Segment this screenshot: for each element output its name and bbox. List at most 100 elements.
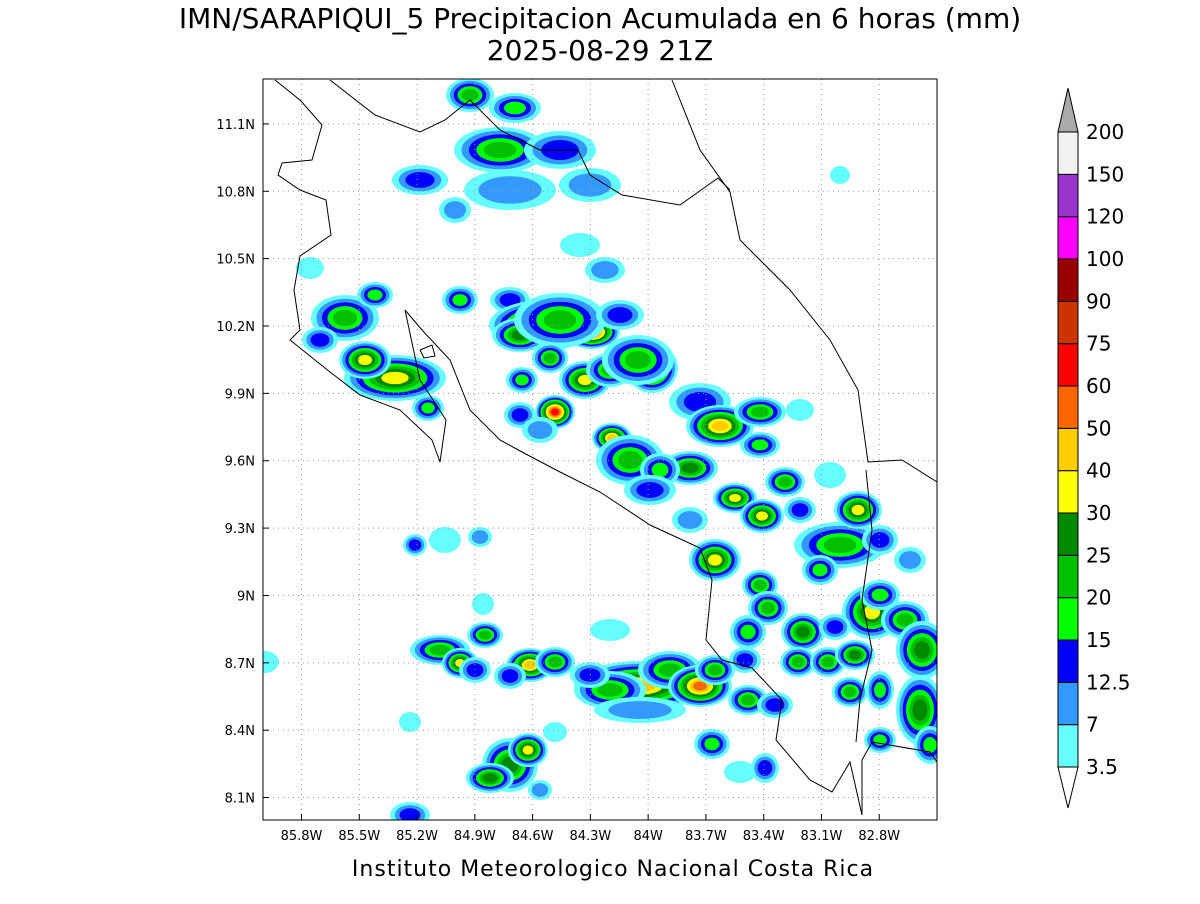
colorbar-label: 90 xyxy=(1086,289,1111,313)
rain-area xyxy=(522,745,534,755)
grid: 85.8W 85.5W 85.2W 84.9W 84.6W 84.3W 84W 83.7W 83… xyxy=(216,79,937,844)
rain-area xyxy=(367,289,383,301)
rain-area xyxy=(408,539,422,551)
rain-area xyxy=(848,650,862,660)
rain-area xyxy=(823,536,857,554)
colorbar-label: 7 xyxy=(1086,713,1099,737)
rain-area xyxy=(751,439,769,451)
rain-area xyxy=(707,664,723,676)
rain-area xyxy=(543,310,577,330)
x-tick-label: 85.2W xyxy=(396,829,438,844)
rain-area xyxy=(501,669,519,683)
x-tick-label: 85.8W xyxy=(281,829,323,844)
colorbar-label: 120 xyxy=(1086,205,1124,229)
rain-area xyxy=(551,408,559,416)
colorbar-label: 150 xyxy=(1086,162,1124,186)
rain-area xyxy=(740,694,756,706)
rain-area xyxy=(757,760,773,776)
rain-area xyxy=(381,371,409,385)
rain-area xyxy=(724,761,756,783)
rain-area xyxy=(843,686,857,698)
rain-area xyxy=(708,554,722,566)
rain-area xyxy=(478,630,492,640)
rain-area xyxy=(729,493,741,503)
rain-area xyxy=(399,808,421,820)
rain-area xyxy=(830,166,850,184)
precipitation-field xyxy=(263,79,937,820)
x-tick-label: 85.5W xyxy=(338,829,380,844)
rain-area xyxy=(358,354,372,366)
colorbar-cell xyxy=(1057,258,1079,302)
y-tick-label: 8.1N xyxy=(225,792,255,807)
border-north xyxy=(329,79,731,206)
rain-area xyxy=(597,683,623,697)
y-tick-label: 10.2N xyxy=(216,320,255,335)
rain-area xyxy=(765,698,785,712)
colorbar-label: 75 xyxy=(1086,332,1111,356)
title: IMN/SARAPIQUI_5 Precipitacion Acumulada … xyxy=(179,2,1021,35)
rain-area xyxy=(543,352,557,364)
rain-area xyxy=(590,619,630,641)
colorbar-label: 3.5 xyxy=(1086,755,1118,779)
colorbar-label: 40 xyxy=(1086,459,1111,483)
rain-area xyxy=(740,624,756,640)
rain-area xyxy=(543,722,567,742)
rain-area xyxy=(791,503,809,517)
rain-area xyxy=(515,374,529,386)
colorbar-label: 15 xyxy=(1086,628,1111,652)
y-tick-label: 8.7N xyxy=(225,657,255,672)
rain-area xyxy=(617,451,643,469)
rain-area xyxy=(429,527,461,553)
y-tick-label: 9N xyxy=(237,589,255,604)
colorbar-cell xyxy=(1057,597,1079,641)
rain-area xyxy=(504,101,526,115)
rain-area xyxy=(681,462,699,474)
colorbar-cell xyxy=(1057,639,1079,683)
y-tick-label: 8.4N xyxy=(225,724,255,739)
rain-area xyxy=(296,257,324,279)
rain-area xyxy=(711,420,729,432)
rain-area xyxy=(607,307,633,323)
rain-area xyxy=(310,333,330,347)
y-tick-label: 11.1N xyxy=(216,118,255,133)
colorbar-label: 60 xyxy=(1086,374,1111,398)
colorbar-label: 200 xyxy=(1086,120,1124,144)
rain-area xyxy=(791,656,805,668)
rain-area xyxy=(405,172,435,188)
rain-area xyxy=(899,551,921,569)
rain-area xyxy=(812,563,828,577)
rain-area xyxy=(871,588,889,602)
y-tick-label: 10.8N xyxy=(216,185,255,200)
rain-area xyxy=(756,511,768,521)
colorbar-over xyxy=(1057,87,1079,133)
colorbar-cell xyxy=(1057,681,1079,726)
rain-area xyxy=(461,88,479,102)
rain-area xyxy=(531,783,549,797)
x-tick-label: 83.7W xyxy=(685,829,727,844)
rain-area xyxy=(826,620,844,634)
colorbar-cell xyxy=(1057,385,1079,429)
colorbar-label: 20 xyxy=(1086,586,1111,610)
subtitle: 2025-08-29 21Z xyxy=(487,34,713,67)
rain-area xyxy=(478,176,542,204)
rain-area xyxy=(560,233,600,257)
border-south xyxy=(855,469,873,743)
rain-area xyxy=(786,399,814,421)
rain-area xyxy=(923,736,937,754)
y-tick-label: 9.3N xyxy=(225,522,255,537)
coastlines xyxy=(274,79,937,816)
rain-area xyxy=(704,737,720,751)
rain-area xyxy=(821,656,835,668)
rain-area xyxy=(693,681,707,691)
colorbar-label: 25 xyxy=(1086,543,1111,567)
footer: Instituto Meteorologico Nacional Costa R… xyxy=(352,857,874,882)
rain-area xyxy=(524,660,536,670)
colorbar-cell xyxy=(1057,131,1079,175)
x-tick-label: 84W xyxy=(633,829,663,844)
rain-area xyxy=(870,532,890,548)
colorbar-cell xyxy=(1057,554,1079,599)
map-frame xyxy=(262,78,938,821)
colorbar-label: 12.5 xyxy=(1086,670,1131,694)
rain-area xyxy=(547,656,563,668)
